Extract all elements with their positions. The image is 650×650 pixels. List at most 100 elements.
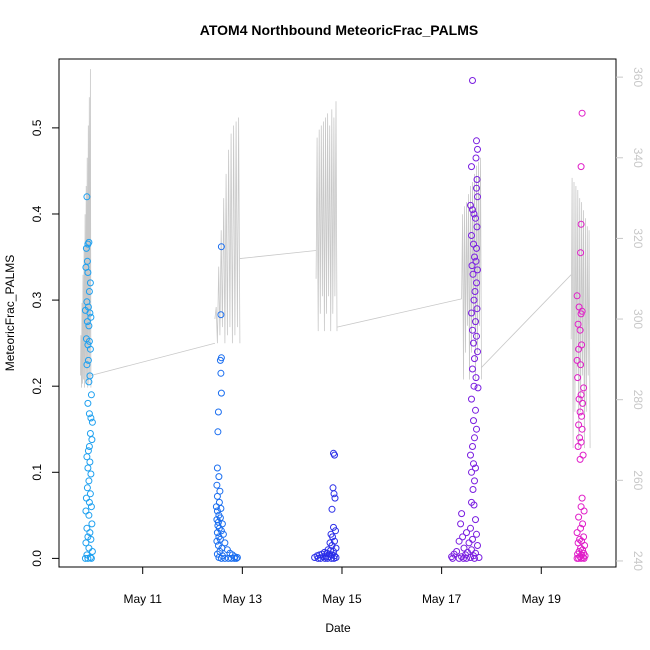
data-point [576, 434, 584, 442]
data-point [85, 337, 93, 345]
data-point [84, 399, 92, 407]
data-point [84, 554, 92, 562]
data-point [82, 494, 90, 502]
data-point [577, 544, 585, 552]
data-point [232, 554, 240, 562]
data-point [84, 356, 92, 364]
data-point [330, 554, 338, 562]
data-point [471, 355, 478, 363]
y-axis-left: 0.0 0.1 0.2 0.3 0.4 0.5 [30, 119, 60, 567]
data-point [470, 240, 477, 248]
data-point [332, 527, 339, 535]
data-point [470, 210, 478, 218]
data-point [88, 548, 96, 555]
data-point [469, 77, 476, 84]
data-point [469, 443, 476, 450]
y-axis-right: 240 260 280 300 320 340 360 [616, 67, 645, 571]
data-point [87, 313, 95, 321]
data-point [467, 524, 474, 532]
data-point [85, 477, 93, 485]
data-point [580, 384, 588, 392]
data-point [83, 193, 91, 201]
data-point [469, 206, 476, 214]
y2-tick-label: 300 [631, 309, 645, 329]
data-point [448, 553, 456, 561]
data-point [457, 520, 465, 528]
plot-frame [58, 58, 617, 568]
secondary-line-segment-0 [80, 69, 92, 388]
data-point [88, 520, 96, 528]
data-point [213, 464, 221, 472]
data-point [86, 279, 94, 287]
data-point [468, 262, 476, 270]
data-point [455, 537, 463, 545]
data-point [472, 464, 479, 472]
data-point [85, 511, 93, 519]
data-point [227, 554, 235, 562]
data-point [330, 523, 337, 531]
data-point [469, 270, 477, 278]
data-point [468, 163, 475, 171]
data-point [579, 451, 587, 459]
y-tick-label: 0.5 [30, 119, 44, 136]
data-point [214, 408, 222, 416]
data-point [578, 494, 586, 502]
secondary-line-segment-3 [461, 157, 482, 380]
series-4 [573, 109, 589, 562]
data-point [577, 249, 585, 257]
data-point [213, 507, 221, 515]
y2-tick-label: 320 [631, 228, 645, 248]
data-point [472, 406, 479, 414]
secondary-line-segment-2 [315, 101, 338, 332]
data-point [83, 484, 91, 492]
data-point [470, 339, 477, 347]
data-point [465, 539, 473, 547]
y2-tick-label: 280 [631, 390, 645, 410]
data-point [84, 240, 92, 248]
y2-tick-label: 340 [631, 148, 645, 168]
data-point [230, 554, 238, 562]
data-point [471, 477, 478, 485]
data-point [577, 310, 585, 318]
data-point [88, 418, 96, 426]
secondary-line-segment-1 [214, 117, 241, 344]
y-tick-label: 0.2 [30, 378, 44, 395]
data-point [331, 451, 338, 459]
data-point [474, 145, 481, 153]
data-point [473, 137, 480, 145]
data-point [472, 214, 479, 222]
x-tick-label: May 15 [322, 592, 362, 606]
data-point [577, 503, 585, 511]
data-point [86, 529, 94, 537]
data-point [85, 288, 93, 295]
data-point [577, 391, 585, 399]
data-point [82, 244, 90, 252]
series-1 [212, 243, 241, 562]
data-point [577, 554, 585, 562]
secondary-line-segment-4 [570, 177, 591, 449]
data-point [217, 527, 225, 535]
data-point [86, 490, 94, 498]
data-point [576, 326, 584, 334]
data-point [463, 554, 470, 562]
data-point [576, 455, 584, 463]
data-point [573, 356, 581, 364]
data-point [575, 345, 583, 353]
data-point [87, 391, 95, 399]
data-point [81, 554, 89, 562]
secondary-line-connector-1 [239, 250, 317, 259]
data-point [87, 535, 95, 543]
data-point [474, 384, 482, 392]
data-point [87, 503, 95, 511]
data-point [578, 412, 586, 420]
data-point [217, 389, 225, 397]
data-point [575, 513, 583, 521]
data-point [468, 232, 475, 239]
data-point [474, 193, 481, 201]
data-point [467, 554, 474, 561]
data-point [578, 109, 586, 117]
data-point [580, 507, 588, 515]
data-point [473, 530, 480, 538]
data-point [470, 382, 478, 390]
data-point [468, 468, 475, 476]
